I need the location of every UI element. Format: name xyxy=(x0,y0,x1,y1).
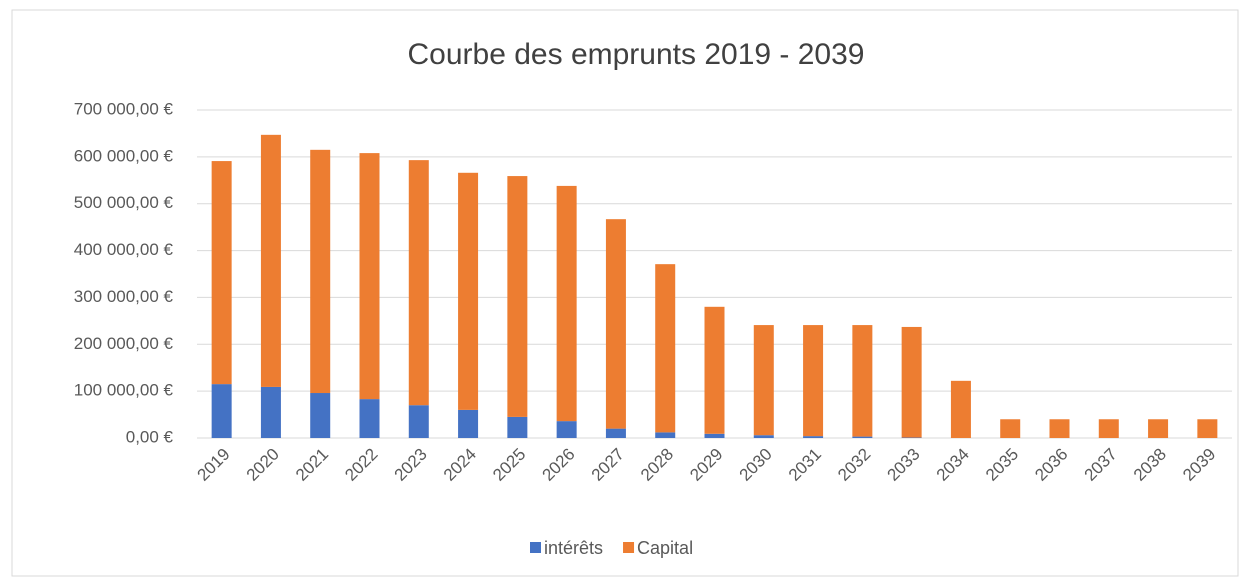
bar-segment xyxy=(901,326,922,438)
bar-segment xyxy=(310,149,331,394)
bar-segment xyxy=(359,153,380,400)
y-tick-label: 700 000,00 € xyxy=(74,99,174,118)
y-tick-label: 600 000,00 € xyxy=(74,146,174,165)
bar-segment xyxy=(1000,419,1021,438)
bar-segment xyxy=(359,399,380,438)
bar-segment xyxy=(950,380,971,438)
bar-segment xyxy=(211,384,232,438)
bar-segment xyxy=(704,306,725,434)
y-tick-label: 500 000,00 € xyxy=(74,193,174,212)
bar-segment xyxy=(260,134,281,387)
legend-label: Capital xyxy=(637,538,693,558)
legend-label: intérêts xyxy=(544,538,603,558)
bar-segment xyxy=(211,161,232,385)
bar-segment xyxy=(1098,419,1119,438)
bar-segment xyxy=(605,219,626,429)
bar-segment xyxy=(458,409,479,438)
legend-swatch xyxy=(623,542,635,553)
bar-segment xyxy=(753,435,774,438)
bar-segment xyxy=(605,428,626,438)
legend-swatch xyxy=(530,542,541,553)
bar-segment xyxy=(310,393,331,438)
bar-segment xyxy=(852,325,873,437)
bar-segment xyxy=(753,325,774,436)
bar-segment xyxy=(260,386,281,438)
chart-title: Courbe des emprunts 2019 - 2039 xyxy=(408,38,865,71)
y-tick-label: 400 000,00 € xyxy=(74,240,174,259)
y-tick-label: 200 000,00 € xyxy=(74,334,174,353)
bar-segment xyxy=(408,405,429,438)
bar-segment xyxy=(803,436,824,438)
y-tick-label: 100 000,00 € xyxy=(74,381,174,400)
y-tick-label: 300 000,00 € xyxy=(74,287,174,306)
bar-segment xyxy=(1148,419,1169,438)
bar-segment xyxy=(507,416,528,438)
bar-segment xyxy=(458,172,479,410)
bar-segment xyxy=(655,432,676,438)
bar-segment xyxy=(507,176,528,417)
bar-segment xyxy=(556,185,577,422)
bar-segment xyxy=(556,421,577,438)
y-tick-label: 0,00 € xyxy=(126,427,174,446)
bar-segment xyxy=(655,264,676,433)
bar-segment xyxy=(1049,419,1070,438)
bar-segment xyxy=(803,325,824,437)
bar-segment xyxy=(408,160,429,406)
bar-segment xyxy=(1197,419,1218,438)
bar-segment xyxy=(704,433,725,438)
bar-segment xyxy=(852,436,873,438)
